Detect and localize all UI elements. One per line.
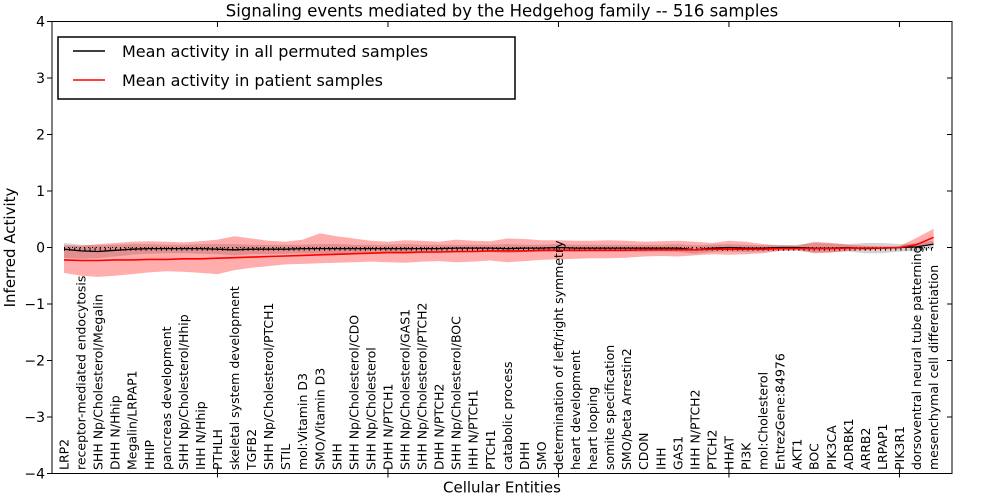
x-tick-label: IHH (653, 448, 668, 471)
x-axis-title: Cellular Entities (443, 479, 561, 497)
x-tick-label: HHAT (721, 436, 736, 470)
x-tick-label: heart development (568, 350, 583, 470)
x-tick-label: PI3K (739, 442, 754, 470)
chart-title: Signaling events mediated by the Hedgeho… (226, 2, 778, 21)
y-tick-label: 3 (36, 71, 45, 87)
legend-entry-label: Mean activity in patient samples (122, 71, 383, 90)
x-tick-label: CDON (636, 432, 651, 470)
y-tick-label: 0 (36, 241, 45, 257)
x-tick-label: PIK3R1 (892, 426, 907, 470)
x-tick-label: SHH Np/Cholesterol/GAS1 (398, 309, 413, 470)
y-tick-label: 1 (36, 184, 45, 200)
x-tick-label: BOC (807, 443, 822, 470)
x-tick-label: SHH Np/Cholesterol/PTCH1 (261, 303, 276, 471)
x-tick-label: SMO/beta Arrestin2 (619, 348, 634, 470)
patient-band (64, 228, 934, 277)
y-tick-label: 4 (36, 15, 45, 31)
x-tick-label: mol:Cholesterol (756, 372, 771, 470)
x-category-labels: LRP2 receptor-mediated endocytosis SHH Np/… (57, 240, 942, 471)
y-tick-label: −2 (24, 354, 45, 370)
y-axis-title: Inferred Activity (1, 187, 19, 307)
x-tick-label: mesenchymal cell differentiation (926, 265, 941, 470)
x-tick-label: HHIP (142, 440, 157, 470)
x-tick-label: GAS1 (670, 436, 685, 470)
x-tick-label: DHH N/Hhip (108, 395, 123, 470)
x-tick-label: SHH Np/Cholesterol/Megalin (91, 294, 106, 470)
x-tick-label: SHH Np/Cholesterol/BOC (449, 316, 464, 470)
y-axis-ticks: 4 3 2 1 0 −1 −2 −3 −4 (24, 15, 952, 483)
permuted-mean-line (63, 243, 934, 253)
x-tick-label: SHH Np/Cholesterol/PTCH2 (415, 303, 430, 471)
legend: Mean activity in all permuted samples Me… (57, 36, 516, 100)
x-tick-label: ARRB2 (858, 428, 873, 470)
x-tick-label: receptor-mediated endocytosis (74, 276, 89, 470)
x-tick-label: DHH N/PTCH2 (432, 384, 447, 470)
legend-entry-label: Mean activity in all permuted samples (122, 42, 428, 61)
x-tick-label: AKT1 (790, 439, 805, 470)
x-tick-label: skeletal system development (227, 286, 242, 470)
x-axis-ticks (216, 21, 900, 478)
chart-plot-layers (63, 228, 934, 277)
x-tick-label: IHH N/PTCH1 (466, 389, 481, 470)
y-tick-label: −4 (24, 467, 45, 483)
x-tick-label: PIK3CA (824, 425, 839, 470)
x-tick-label: SHH Np/Cholesterol/Hhip (176, 314, 191, 470)
y-tick-label: −3 (24, 410, 45, 426)
x-tick-label: IHH N/Hhip (193, 401, 208, 470)
x-tick-label: SMO/Vitamin D3 (312, 368, 327, 470)
y-tick-label: −1 (24, 297, 45, 313)
permuted-band (64, 240, 934, 259)
legend-box (57, 36, 516, 100)
x-tick-label: SHH Np/Cholesterol (363, 347, 378, 470)
y-tick-label: 2 (36, 128, 45, 144)
x-tick-label: DHH N/PTCH1 (380, 384, 395, 470)
x-tick-label: TGFB2 (244, 429, 259, 471)
x-tick-label: LRPAP1 (875, 424, 890, 470)
chart-axis-layers: 4 3 2 1 0 −1 −2 −3 −4 LRP2 receptor-mediated endoc… (24, 15, 952, 483)
x-tick-label: EntrezGene:84976 (773, 353, 788, 470)
x-tick-label: PTCH1 (483, 429, 498, 470)
x-tick-label: somite specification (602, 345, 617, 470)
x-tick-label: IHH N/PTCH2 (687, 389, 702, 470)
x-tick-label: ADRBK1 (841, 418, 856, 470)
x-tick-label: SHH Np/Cholesterol/CDO (346, 315, 361, 470)
x-tick-label: PTCH2 (704, 429, 719, 470)
x-tick-label: SMO (534, 441, 549, 470)
x-tick-label: determination of left/right symmetry (551, 240, 566, 470)
patient-mean-line (63, 236, 934, 262)
x-tick-label: DHH (517, 442, 532, 470)
x-tick-label: PTHLH (210, 429, 225, 470)
x-tick-label: catabolic process (500, 361, 515, 470)
x-tick-label: LRP2 (57, 439, 72, 470)
x-tick-label: mol:Vitamin D3 (295, 373, 310, 470)
x-tick-label: Megalin/LRPAP1 (125, 370, 140, 470)
x-tick-label: heart looping (585, 387, 600, 470)
x-tick-label: dorsoventral neural tube patterning (909, 246, 924, 471)
x-tick-label: STIL (278, 444, 293, 470)
x-tick-label: SHH (329, 443, 344, 470)
x-tick-label: pancreas development (159, 326, 174, 470)
